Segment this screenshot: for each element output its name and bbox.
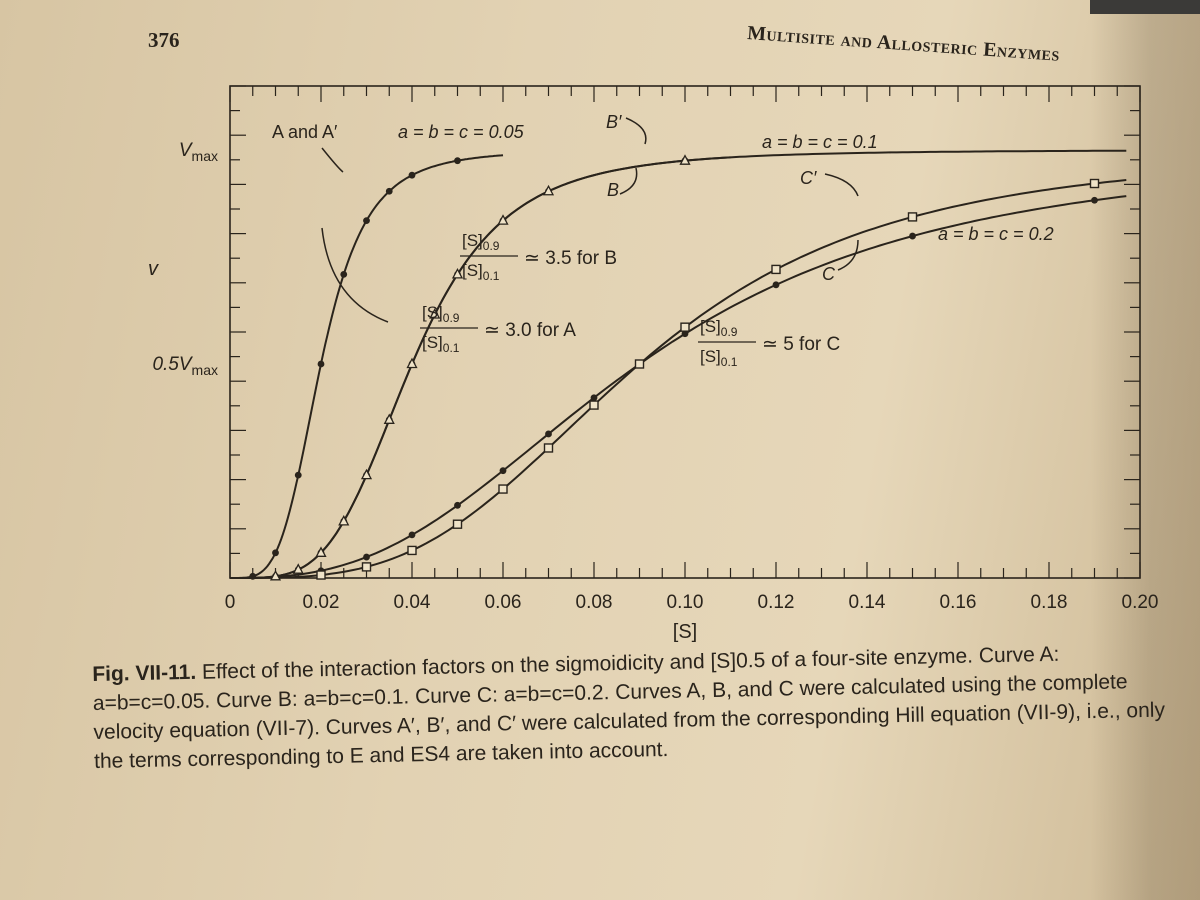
- data-point: [363, 217, 370, 224]
- data-point: [679, 154, 691, 165]
- data-point: [407, 545, 417, 556]
- curve-layer: [230, 149, 1127, 579]
- annotation-ratio-c-numerator: [S]0.9: [700, 317, 738, 339]
- data-point: [272, 549, 279, 557]
- annotation-arrow: [321, 147, 344, 173]
- data-point: [499, 467, 507, 475]
- annotation-b-params: a = b = c = 0.1: [762, 132, 878, 152]
- data-point: [249, 572, 257, 580]
- data-point: [429, 308, 441, 319]
- data-point: [292, 563, 304, 574]
- data-point: [452, 519, 463, 529]
- page-number: 376: [148, 28, 180, 52]
- y-tick-label: 0.5Vmax: [152, 354, 218, 378]
- annotation-b-label: B: [607, 180, 619, 200]
- annotation-ratio-a-text: ≃ 3.0 for A: [484, 320, 576, 341]
- x-tick-label: 0.08: [576, 592, 613, 613]
- curve-c: [230, 179, 1127, 579]
- annotation-c-params: a = b = c = 0.2: [938, 224, 1054, 244]
- x-tick-label: 0.12: [758, 592, 795, 613]
- data-point: [454, 157, 461, 165]
- data-point: [590, 394, 598, 402]
- x-axis-label: [S]: [673, 621, 697, 643]
- data-point: [269, 569, 282, 581]
- annotation-ratio-a-denominator: [S]0.1: [422, 333, 460, 355]
- x-tick-label: 0: [225, 592, 236, 613]
- data-point: [451, 267, 464, 279]
- data-point: [1089, 178, 1100, 189]
- annotation-arrow: [824, 173, 859, 197]
- data-point: [363, 553, 370, 561]
- data-point: [383, 413, 395, 424]
- data-point: [772, 281, 780, 289]
- annotation-ratio-c-denominator: [S]0.1: [700, 347, 738, 369]
- x-tick-label: 0.06: [485, 592, 522, 613]
- annotation-a-label: A and A′: [272, 122, 338, 142]
- data-point: [909, 232, 916, 240]
- plot-frame-layer: [229, 85, 1141, 579]
- annotation-c-label: C: [822, 264, 836, 284]
- figure-caption: Fig. VII-11. Effect of the interaction f…: [92, 637, 1169, 775]
- data-point: [498, 484, 508, 494]
- data-point: [497, 214, 509, 225]
- x-tick-label: 0.18: [1031, 592, 1068, 613]
- x-tick-label: 0.14: [849, 592, 886, 613]
- data-point: [589, 400, 599, 410]
- x-tick-label: 0.16: [940, 592, 977, 613]
- data-point: [408, 531, 416, 539]
- annotation-ratio-a-numerator: [S]0.9: [422, 303, 460, 325]
- curve-c: [230, 195, 1127, 579]
- data-point: [681, 330, 689, 338]
- data-point: [338, 514, 350, 526]
- y-axis-label: v: [148, 258, 159, 280]
- annotation-arrow: [625, 117, 647, 145]
- annotation-bprime-label: B′: [606, 112, 622, 132]
- data-point: [543, 443, 554, 453]
- annotation-arrow: [837, 239, 859, 271]
- data-point: [907, 212, 918, 222]
- data-point: [1091, 196, 1098, 204]
- annotation-ratio-c-text: ≃ 5 for C: [762, 334, 840, 355]
- caption-label: Fig. VII-11.: [92, 660, 197, 686]
- data-point: [317, 360, 325, 368]
- curve-b: [230, 156, 731, 579]
- x-tick-label: 0.02: [303, 592, 340, 613]
- data-point: [634, 359, 645, 369]
- data-point: [340, 270, 348, 278]
- annotation-ratio-b-text: ≃ 3.5 for B: [524, 248, 617, 269]
- x-tick-label: 0.20: [1122, 592, 1159, 613]
- annotation-layer: A and A′ a = b = c = 0.05 B′ Ba = b = c = 0…: [272, 112, 1054, 369]
- data-point: [545, 430, 552, 438]
- annotation-ratio-b-denominator: [S]0.1: [462, 261, 500, 283]
- data-point: [406, 357, 418, 369]
- x-tick-label: 0.10: [667, 592, 704, 613]
- annotation-arrow: [321, 227, 389, 323]
- data-point: [408, 171, 416, 179]
- data-point: [360, 468, 373, 480]
- caption-text: Effect of the interaction factors on the…: [92, 642, 1166, 773]
- curve-b: [230, 149, 1127, 579]
- data-point: [680, 322, 690, 332]
- annotation-a-params: a = b = c = 0.05: [398, 122, 525, 142]
- data-point: [316, 570, 326, 580]
- annotation-ratio-b-numerator: [S]0.9: [462, 231, 500, 253]
- y-tick-label: Vmax: [179, 140, 218, 164]
- annotation-cprime-label: C′: [800, 168, 817, 188]
- x-tick-label: 0.04: [394, 592, 431, 613]
- data-point: [361, 562, 372, 572]
- figure-chart: 0 0.02 0.04 0.06 0.08 0.10 0.12 0.14 0.16 0.18 0.2…: [148, 85, 1158, 643]
- marker-layer: [249, 154, 1100, 581]
- data-point: [542, 184, 555, 196]
- data-point: [454, 501, 461, 509]
- data-point: [385, 187, 393, 195]
- data-point: [294, 471, 302, 479]
- data-point: [771, 264, 781, 275]
- axis-text-layer: 0 0.02 0.04 0.06 0.08 0.10 0.12 0.14 0.16 0.18 0.2…: [148, 140, 1158, 643]
- annotation-arrow: [619, 167, 638, 195]
- data-point: [315, 546, 327, 557]
